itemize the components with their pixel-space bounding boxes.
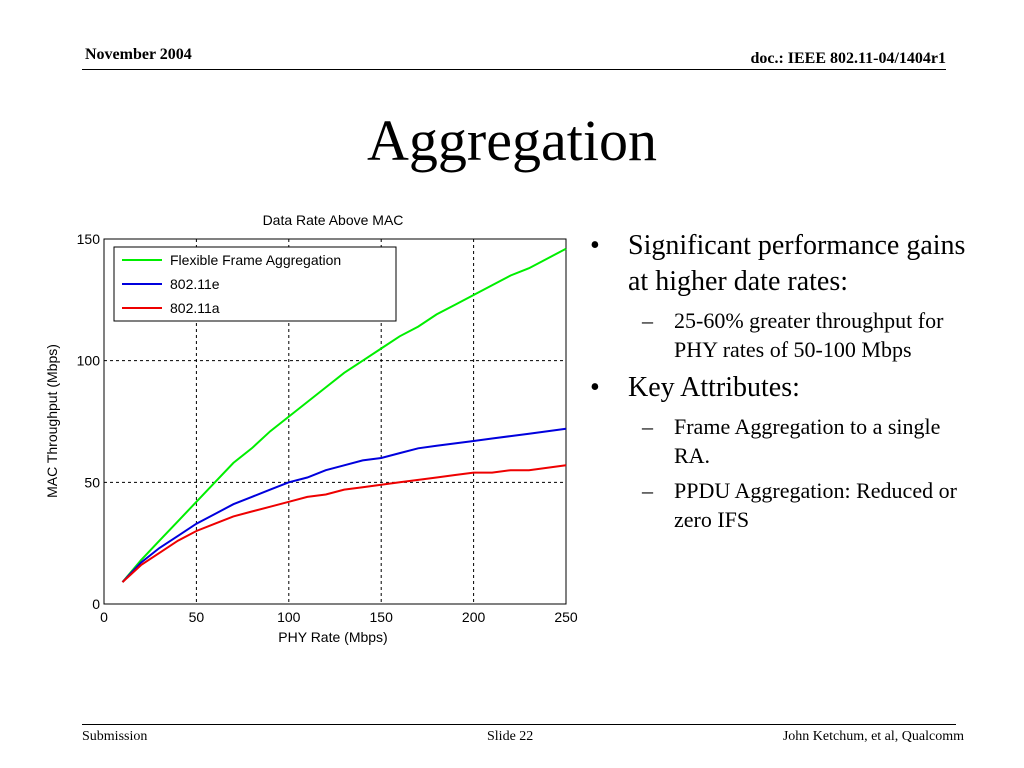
y-tick-label: 50 — [84, 474, 100, 490]
legend-label: 802.11e — [170, 276, 220, 292]
footer-slide-number: Slide 22 — [487, 729, 534, 744]
series-line — [121, 247, 567, 583]
sub-bullet-item: –25-60% greater throughput for PHY rates… — [590, 306, 970, 364]
y-ticks: 0 50 100 150 — [77, 231, 101, 612]
bullet-item: • Key Attributes: — [590, 370, 970, 406]
bullet-list: • Significant performance gains at higher… — [590, 228, 970, 540]
plot-frame — [103, 238, 567, 605]
bullet-dash: – — [642, 414, 653, 439]
bullet-text: Significant performance gains at higher … — [628, 230, 966, 297]
footer-author: John Ketchum, et al, Qualcomm — [782, 729, 964, 744]
x-tick-label: 150 — [370, 609, 394, 625]
bullet-item: • Significant performance gains at higher… — [590, 228, 970, 300]
sub-bullet-item: – PPDU Aggregation: Reduced or zero IFS — [590, 476, 970, 534]
x-ticks: 0 50 100 150 200 250 — [100, 609, 578, 625]
bullet-dot: • — [590, 372, 600, 403]
series-line — [121, 427, 567, 583]
x-tick-label: 50 — [189, 609, 205, 625]
legend: Flexible Frame Aggregation 802.11e 802.11a — [113, 246, 397, 322]
bullet-dash: – — [642, 478, 653, 503]
sub-bullet-text: PPDU Aggregation: Reduced or zero IFS — [674, 478, 957, 532]
bullet-dot: • — [590, 230, 600, 261]
legend-label: Flexible Frame Aggregation — [170, 252, 341, 268]
y-tick-label: 150 — [77, 231, 101, 247]
x-axis-label: PHY Rate (Mbps) — [278, 629, 387, 645]
y-tick-label: 100 — [77, 353, 101, 369]
throughput-chart: Data Rate Above MAC 0 50 100 150 200 250 0 50 1… — [44, 212, 578, 645]
y-axis-label: MAC Throughput (Mbps) — [44, 344, 60, 498]
x-tick-label: 200 — [462, 609, 486, 625]
x-tick-label: 250 — [554, 609, 578, 625]
footer-submission: Submission — [82, 729, 148, 744]
header-date: November 2004 — [85, 46, 192, 63]
header-doc-id: doc.: IEEE 802.11-04/1404r1 — [750, 50, 946, 67]
sub-bullet-item: – Frame Aggregation to a single RA. — [590, 412, 970, 470]
bullet-dash: – — [642, 308, 653, 333]
series-lines — [121, 247, 567, 583]
x-tick-label: 100 — [277, 609, 301, 625]
legend-label: 802.11a — [170, 300, 220, 316]
chart-title: Data Rate Above MAC — [263, 212, 404, 228]
bullet-text: Key Attributes: — [628, 372, 800, 403]
y-tick-label: 0 — [92, 596, 100, 612]
header-rule — [82, 69, 946, 70]
footer-rule — [82, 724, 956, 725]
sub-bullet-text: 25-60% greater throughput for PHY rates … — [674, 308, 944, 362]
sub-bullet-text: Frame Aggregation to a single RA. — [674, 414, 941, 468]
x-tick-label: 0 — [100, 609, 108, 625]
slide-title: Aggregation — [367, 108, 657, 173]
series-line — [121, 464, 567, 583]
